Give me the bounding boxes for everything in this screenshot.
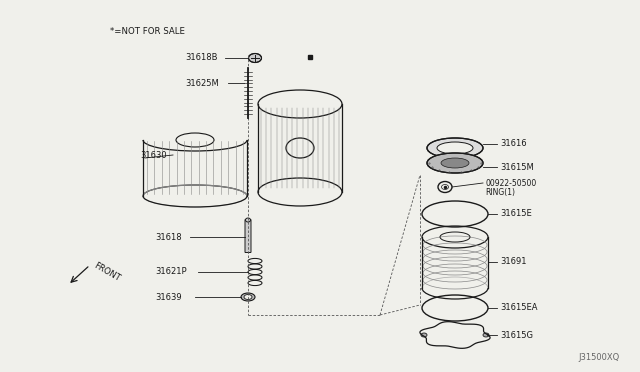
Ellipse shape bbox=[248, 54, 262, 62]
Text: FRONT: FRONT bbox=[92, 261, 122, 283]
Text: 31621P: 31621P bbox=[155, 267, 187, 276]
Text: 31630: 31630 bbox=[140, 151, 166, 160]
Ellipse shape bbox=[421, 333, 427, 337]
FancyBboxPatch shape bbox=[245, 219, 251, 253]
Text: J31500XQ: J31500XQ bbox=[579, 353, 620, 362]
Text: 31639: 31639 bbox=[155, 292, 182, 301]
Ellipse shape bbox=[427, 153, 483, 173]
Ellipse shape bbox=[437, 142, 473, 154]
Ellipse shape bbox=[241, 293, 255, 301]
Ellipse shape bbox=[246, 218, 250, 222]
Ellipse shape bbox=[176, 133, 214, 147]
Text: *=NOT FOR SALE: *=NOT FOR SALE bbox=[110, 28, 185, 36]
Text: RING(1): RING(1) bbox=[485, 189, 515, 198]
Text: 31615EA: 31615EA bbox=[500, 304, 538, 312]
Text: 31618: 31618 bbox=[155, 232, 182, 241]
Text: 31625M: 31625M bbox=[185, 78, 219, 87]
Ellipse shape bbox=[441, 158, 469, 168]
Ellipse shape bbox=[483, 333, 489, 337]
Text: 31691: 31691 bbox=[500, 257, 527, 266]
Text: 31618B: 31618B bbox=[185, 52, 218, 61]
Text: 31616: 31616 bbox=[500, 140, 527, 148]
Ellipse shape bbox=[244, 295, 252, 299]
Text: 31615G: 31615G bbox=[500, 330, 533, 340]
Text: 31615M: 31615M bbox=[500, 163, 534, 171]
Ellipse shape bbox=[427, 138, 483, 158]
Text: 00922-50500: 00922-50500 bbox=[485, 179, 536, 187]
Text: 31615E: 31615E bbox=[500, 209, 532, 218]
